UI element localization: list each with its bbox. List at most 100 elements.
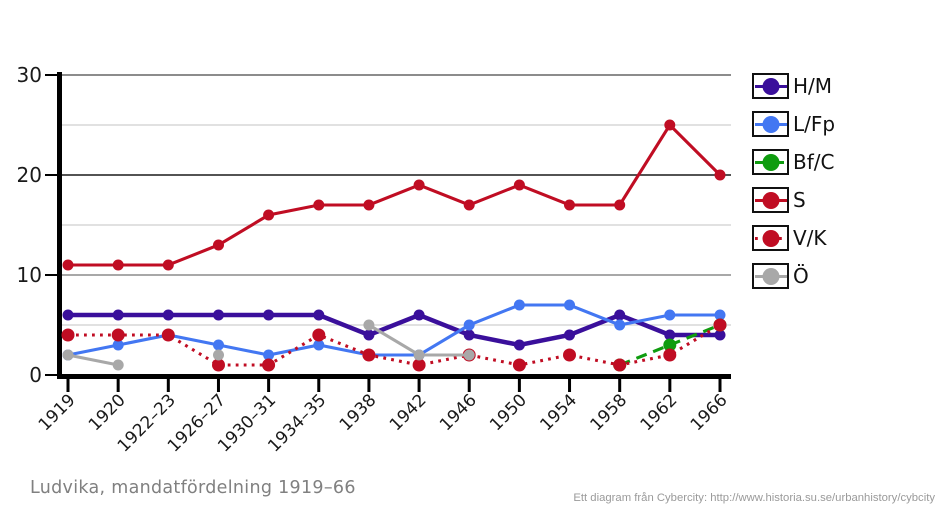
x-tick-label-1942: 1942	[386, 390, 431, 435]
marker-v-k-1919	[61, 328, 75, 342]
legend-label-v-k: V/K	[793, 226, 827, 250]
x-tick-label-1919: 1919	[35, 390, 80, 435]
x-tick-label-1966: 1966	[687, 390, 732, 435]
legend-swatch-l-fp	[752, 111, 789, 137]
marker---1946	[463, 349, 475, 361]
legend-label-h-m: H/M	[793, 74, 833, 98]
marker-h-m-1919	[62, 309, 74, 321]
legend-s-line-icon	[754, 191, 787, 209]
marker-h-m-1958	[614, 309, 626, 321]
legend-label-l-fp: L/Fp	[793, 112, 836, 136]
marker-l-fp-1958	[614, 319, 626, 331]
x-tick-label-1920: 1920	[85, 390, 130, 435]
marker-s-1954	[564, 199, 575, 211]
y-tick-label-20: 20	[17, 163, 42, 187]
marker-bf-c-1962	[663, 338, 677, 352]
series-line-l-fp	[67, 303, 720, 357]
legend-label-s: S	[793, 188, 806, 212]
legend-label--: Ö	[793, 264, 809, 288]
chart-title: Ludvika, mandatfördelning 1919–66	[30, 478, 356, 498]
y-tick-label-0: 0	[29, 363, 42, 387]
x-tick-label-1950: 1950	[486, 390, 531, 435]
marker-s-1938	[363, 199, 375, 211]
marker-l-fp-1954	[564, 299, 575, 311]
marker-s-1930-31	[263, 209, 275, 221]
marker---1938	[363, 319, 375, 331]
marker-s-1962	[664, 119, 676, 131]
marker-h-m-1934-35	[313, 309, 325, 321]
marker-s-1958	[614, 199, 626, 211]
marker-h-m-1942	[413, 309, 425, 321]
marker-s-1920	[112, 259, 124, 271]
marker-s-1919	[62, 259, 74, 271]
marker-s-1926-27	[213, 239, 224, 251]
legend-item-h-m: H/M	[752, 72, 835, 100]
marker---1919	[62, 349, 74, 361]
marker-v-k-1938	[362, 348, 376, 362]
legend---line-icon	[754, 267, 787, 285]
legend-item--: Ö	[752, 262, 835, 290]
legend-swatch-bf-c	[752, 149, 789, 175]
legend-item-v-k: V/K	[752, 224, 835, 252]
legend-swatch-v-k	[752, 225, 789, 251]
marker-l-fp-1950	[513, 299, 525, 311]
marker-s-1934-35	[313, 199, 325, 211]
x-axis-spine	[57, 374, 731, 379]
marker-h-m-1962	[664, 329, 676, 341]
x-tick-label-1962: 1962	[637, 390, 682, 435]
marker-l-fp-1930-31	[263, 349, 275, 361]
legend-h-m-line-icon	[754, 77, 787, 95]
y-tick-label-30: 30	[17, 63, 42, 87]
legend-bf-c-line-icon	[754, 153, 787, 171]
marker-l-fp-1966	[714, 309, 726, 321]
marker-h-m-1926-27	[213, 309, 224, 321]
marker-s-1922-23	[162, 259, 174, 271]
marker-v-k-1920	[111, 328, 125, 342]
legend-v-k-line-icon	[754, 229, 787, 247]
series-line-s	[68, 122, 722, 267]
series-line-v-k	[68, 323, 721, 367]
marker---1926-27	[213, 349, 224, 361]
marker-h-m-1930-31	[263, 309, 275, 321]
marker-h-m-1950	[513, 339, 525, 351]
marker-h-m-1966	[714, 329, 726, 341]
marker-h-m-1922-23	[162, 309, 174, 321]
marker-h-m-1938	[363, 329, 375, 341]
legend-l-fp-line-icon	[754, 115, 787, 133]
y-tick-label-10: 10	[17, 263, 42, 287]
legend: H/M L/Fp Bf/C S V/K Ö	[752, 72, 835, 300]
x-tick-label-1958: 1958	[586, 390, 631, 435]
marker-l-fp-1946	[463, 319, 475, 331]
marker-s-1946	[463, 199, 475, 211]
legend-swatch--	[752, 263, 789, 289]
legend-item-bf-c: Bf/C	[752, 148, 835, 176]
marker-h-m-1954	[564, 329, 575, 341]
legend-swatch-s	[752, 187, 789, 213]
marker-v-k-1958	[613, 358, 627, 372]
marker-v-k-1922-23	[161, 328, 175, 342]
marker-s-1950	[513, 179, 525, 191]
marker-h-m-1920	[112, 309, 124, 321]
marker-l-fp-1920	[112, 339, 124, 351]
footer-credit: Ett diagram från Cybercity: http://www.h…	[573, 492, 935, 504]
marker-v-k-1930-31	[262, 358, 276, 372]
x-tick-label-1938: 1938	[336, 390, 381, 435]
marker-v-k-1954	[563, 348, 576, 362]
marker-l-fp-1934-35	[313, 339, 325, 351]
marker---1920	[112, 359, 124, 371]
marker-v-k-1942	[412, 358, 426, 372]
marker-s-1966	[714, 169, 726, 181]
marker-s-1942	[413, 179, 425, 191]
marker-v-k-1966	[713, 318, 727, 332]
marker-l-fp-1962	[664, 309, 676, 321]
marker-l-fp-1926-27	[213, 339, 224, 351]
y-axis-spine	[57, 72, 62, 379]
legend-swatch-h-m	[752, 73, 789, 99]
marker-v-k-1962	[663, 348, 677, 362]
x-tick-label-1946: 1946	[436, 390, 481, 435]
legend-item-s: S	[752, 186, 835, 214]
legend-item-l-fp: L/Fp	[752, 110, 835, 138]
series-line-h-m	[68, 312, 720, 348]
x-tick-label-1954: 1954	[536, 390, 581, 435]
